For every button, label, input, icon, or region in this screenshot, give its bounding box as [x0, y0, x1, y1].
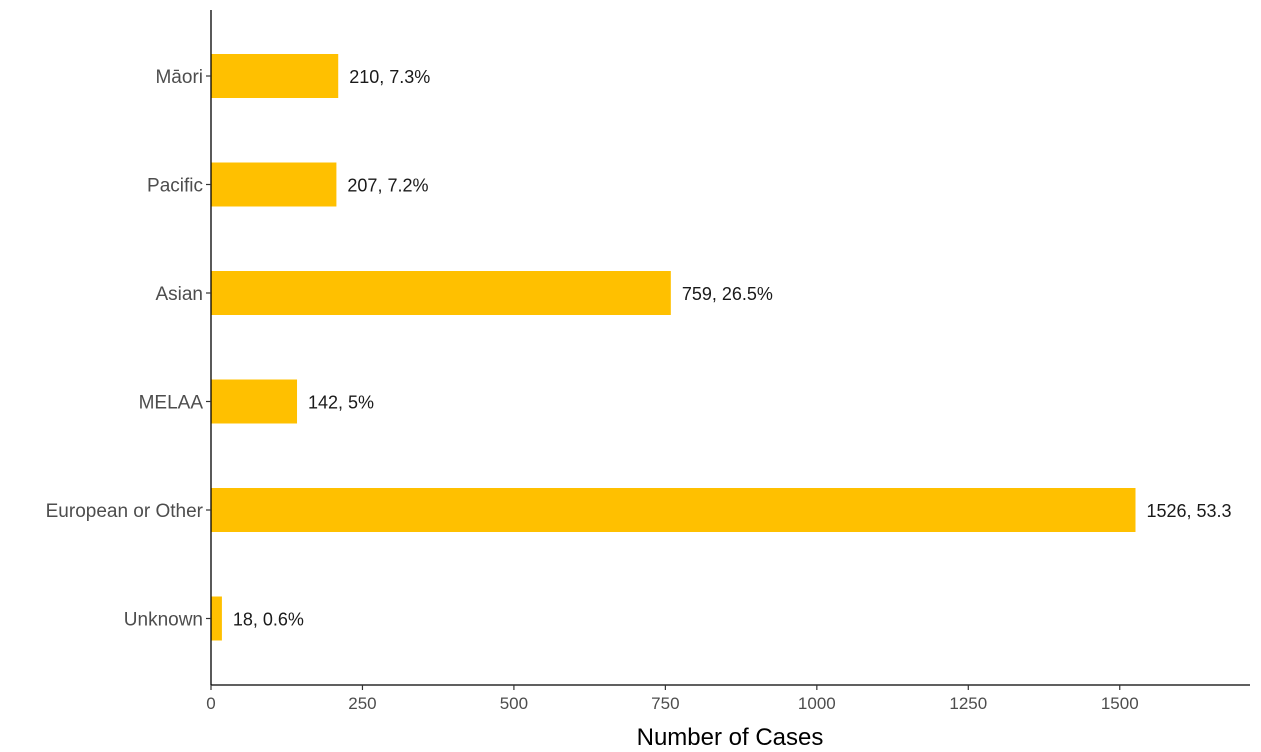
x-tick-label: 0	[206, 694, 215, 713]
x-axis-title: Number of Cases	[637, 724, 824, 751]
data-label-asian: 759, 26.5%	[682, 284, 773, 304]
bar-maori	[211, 54, 339, 98]
x-tick-label: 500	[500, 694, 528, 713]
bar-asian	[211, 271, 671, 315]
axes-layer	[210, 10, 1250, 686]
bars-layer	[211, 54, 1136, 641]
x-tick-label: 1000	[798, 694, 836, 713]
bar-european-or-other	[211, 488, 1136, 532]
x-tick-label: 750	[651, 694, 679, 713]
bar-unknown	[211, 596, 222, 641]
bar-melaa	[211, 379, 298, 424]
data-labels: 210, 7.3% 207, 7.2% 759, 26.5% 142, 5% 1526,…	[233, 67, 1232, 630]
x-tick-label: 250	[348, 694, 376, 713]
x-tick-label: 1250	[949, 694, 987, 713]
category-label-european-or-other: European or Other	[46, 501, 204, 522]
x-tick-label: 1500	[1101, 694, 1139, 713]
category-label-melaa: MELAA	[139, 393, 204, 414]
category-label-pacific: Pacific	[147, 176, 203, 197]
ticks-layer: 0 250 500 750 1000 1250 1500	[206, 75, 1139, 713]
data-label-melaa: 142, 5%	[308, 393, 374, 413]
category-labels: Māori Pacific Asian MELAA European or Other U…	[46, 67, 204, 631]
data-label-unknown: 18, 0.6%	[233, 610, 304, 630]
category-label-asian: Asian	[155, 284, 203, 305]
category-label-unknown: Unknown	[124, 610, 203, 631]
data-label-pacific: 207, 7.2%	[347, 176, 428, 196]
data-label-european-or-other: 1526, 53.3	[1146, 501, 1231, 521]
category-label-maori: Māori	[155, 67, 203, 88]
data-label-maori: 210, 7.3%	[349, 67, 430, 87]
bar-pacific	[211, 162, 337, 207]
